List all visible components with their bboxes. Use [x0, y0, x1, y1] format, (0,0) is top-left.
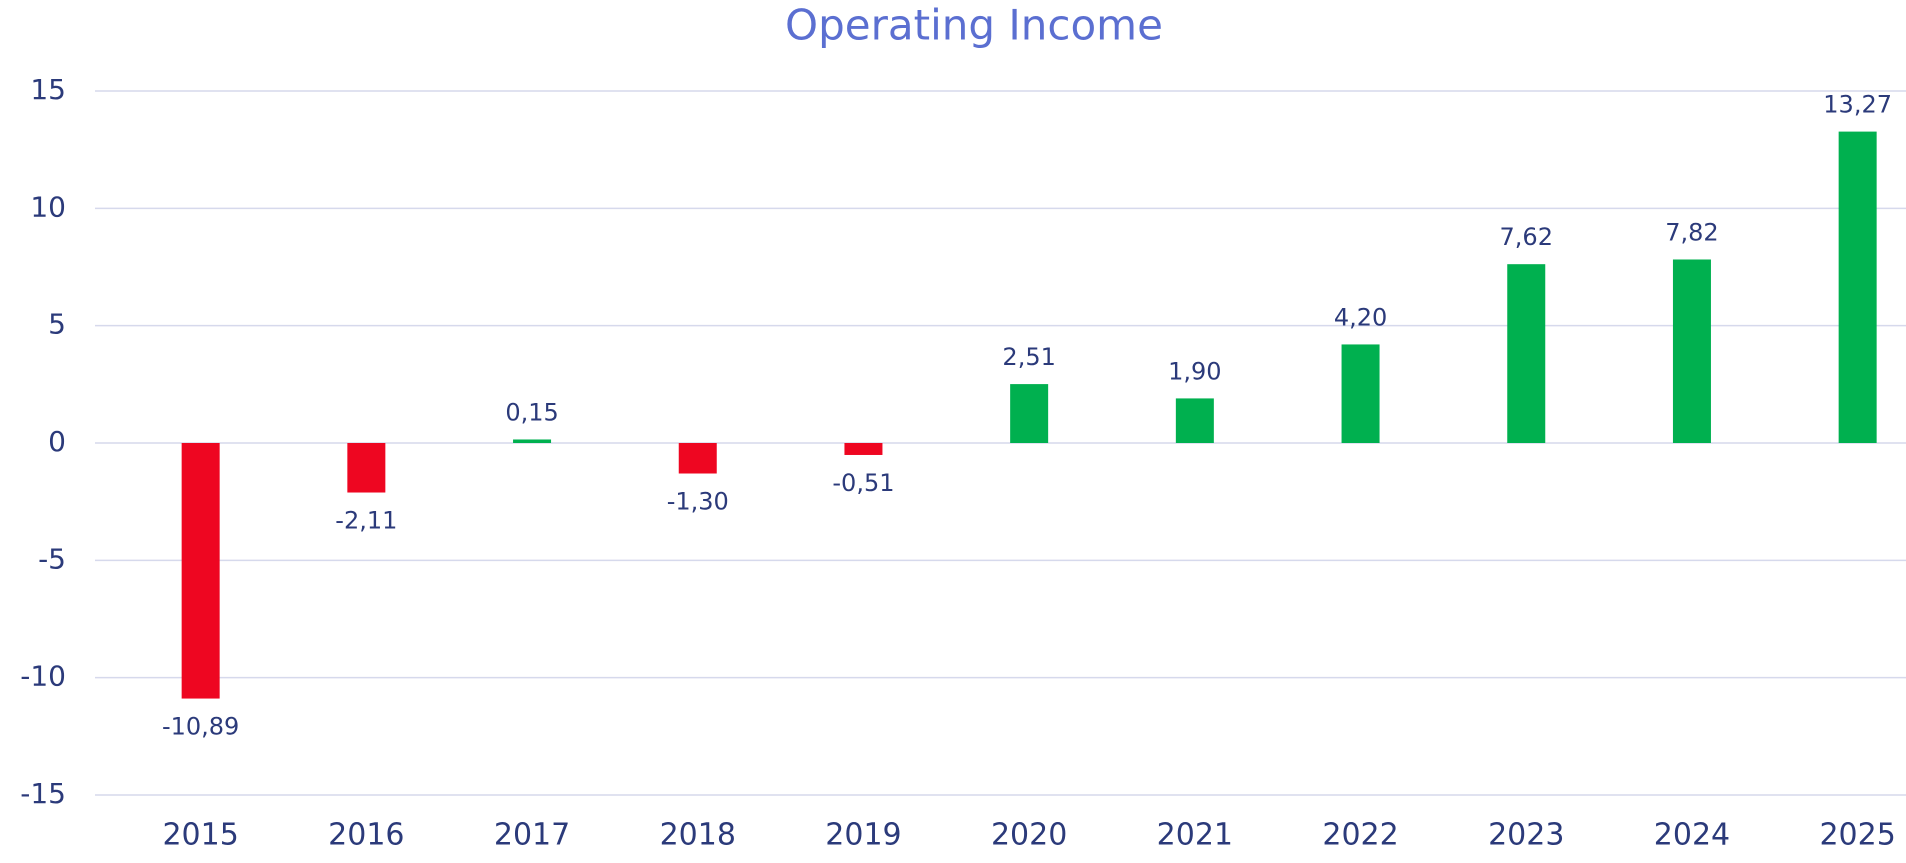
- bar: [347, 443, 386, 493]
- bar: [513, 439, 552, 443]
- x-tick-label: 2020: [991, 818, 1067, 853]
- data-label: 4,20: [1334, 303, 1387, 331]
- data-label: 0,15: [505, 398, 558, 426]
- bar: [181, 443, 220, 699]
- data-label: -10,89: [162, 713, 239, 741]
- bar: [1507, 264, 1546, 443]
- y-tick-label: -15: [20, 777, 66, 810]
- x-tick-label: 2023: [1488, 818, 1564, 853]
- data-label: -2,11: [335, 507, 397, 535]
- y-tick-label: 5: [48, 308, 66, 341]
- data-label: 13,27: [1823, 91, 1892, 119]
- bar: [1341, 344, 1380, 443]
- bar: [1672, 259, 1711, 443]
- data-label: 7,62: [1500, 223, 1553, 251]
- data-label: -0,51: [832, 469, 894, 497]
- bar: [844, 443, 883, 455]
- y-tick-label: -5: [38, 542, 66, 575]
- x-tick-label: 2016: [328, 818, 404, 853]
- x-tick-label: 2024: [1654, 818, 1730, 853]
- bar: [1010, 384, 1049, 443]
- x-tick-label: 2019: [825, 818, 901, 853]
- x-tick-label: 2025: [1819, 818, 1895, 853]
- y-tick-label: 15: [30, 73, 66, 106]
- data-label: 7,82: [1665, 218, 1718, 246]
- bar: [678, 443, 717, 474]
- x-tick-label: 2021: [1157, 818, 1233, 853]
- bar: [1175, 398, 1214, 443]
- y-tick-label: -10: [20, 660, 66, 693]
- y-tick-label: 0: [48, 425, 66, 458]
- data-label: -1,30: [667, 488, 729, 516]
- bar: [1838, 131, 1877, 443]
- chart-title: Operating Income: [785, 1, 1163, 50]
- data-label: 1,90: [1168, 357, 1221, 385]
- y-tick-label: 10: [30, 190, 66, 223]
- x-tick-label: 2022: [1322, 818, 1398, 853]
- data-label: 2,51: [1002, 343, 1055, 371]
- x-tick-label: 2018: [660, 818, 736, 853]
- x-tick-label: 2017: [494, 818, 570, 853]
- x-tick-label: 2015: [162, 818, 238, 853]
